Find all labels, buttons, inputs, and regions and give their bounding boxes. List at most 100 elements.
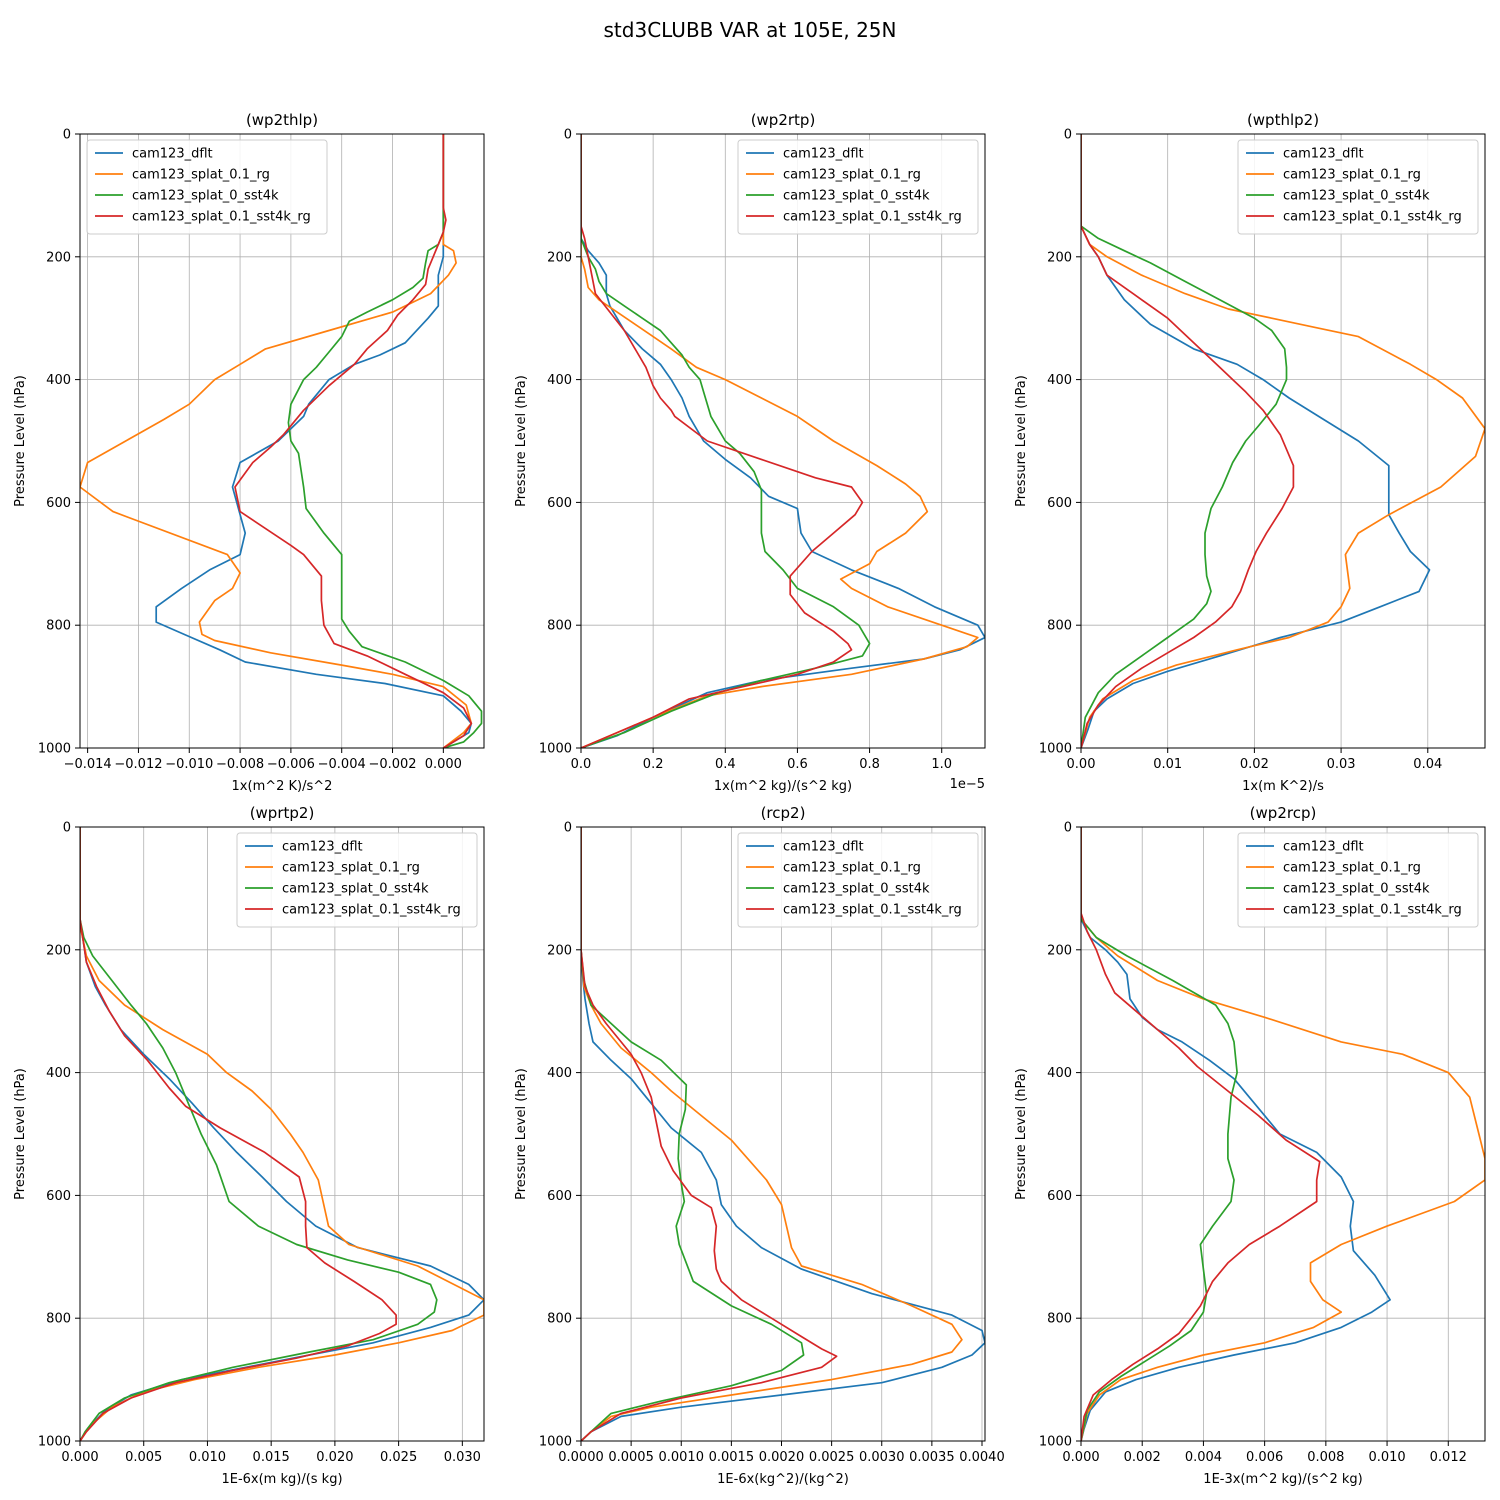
x-tick-label: 0.02 xyxy=(1240,757,1269,772)
chart-title: (wp2rcp) xyxy=(1250,804,1317,822)
legend-box xyxy=(737,832,979,928)
series-line-1 xyxy=(581,134,985,748)
legend: cam123_dflt cam123_splat_0.1_rg cam123_spl… xyxy=(737,832,979,928)
legend-entry-label: cam123_splat_0.1_rg xyxy=(1283,861,1421,876)
legend-entry-label: cam123_splat_0.1_rg xyxy=(282,861,420,876)
y-tick-label: 1000 xyxy=(38,1435,71,1450)
y-tick-label: 1000 xyxy=(1039,742,1072,757)
legend-entry-label: cam123_dflt xyxy=(1283,840,1364,855)
y-tick-label: 200 xyxy=(46,943,71,958)
x-tick-label: 0.0 xyxy=(571,757,592,772)
legend-entry-label: cam123_splat_0_sst4k xyxy=(132,189,279,204)
axes-frame xyxy=(79,826,485,1442)
y-tick-label: 0 xyxy=(564,128,572,143)
y-tick-label: 0 xyxy=(564,821,572,836)
series-line-3 xyxy=(1081,134,1288,748)
panels: −0.014 −0.012 −0.010 −0.008 −0.006 −0.004 −0.0… xyxy=(13,111,1486,1487)
chart-title: (wp2thlp) xyxy=(246,111,318,129)
y-tick-label: 600 xyxy=(547,496,572,511)
chart-panel-3: 0.00 0.01 0.02 0.03 0.04 0 200 400 600 800 1000 (wp… xyxy=(1014,111,1486,794)
series-line-2 xyxy=(80,134,473,748)
x-tick-label: 0.0025 xyxy=(809,1450,855,1465)
legend-entry-label: cam123_splat_0_sst4k xyxy=(1283,882,1430,897)
x-tick-label: −0.010 xyxy=(165,757,213,772)
y-axis-label: Pressure Level (hPa) xyxy=(514,375,529,507)
x-tick-label: −0.004 xyxy=(318,757,366,772)
y-tick-label: 800 xyxy=(46,619,71,634)
legend: cam123_dflt cam123_splat_0.1_rg cam123_spl… xyxy=(86,139,328,235)
x-tick-label: 0.002 xyxy=(1124,1450,1161,1465)
series-line-1 xyxy=(1081,827,1391,1441)
x-tick-label: 0.2 xyxy=(643,757,664,772)
y-tick-label: 600 xyxy=(1047,1189,1072,1204)
legend: cam123_dflt cam123_splat_0.1_rg cam123_spl… xyxy=(236,832,478,928)
legend-entry-label: cam123_dflt xyxy=(282,840,363,855)
x-tick-label: 0.025 xyxy=(380,1450,417,1465)
x-tick-label: 0.008 xyxy=(1307,1450,1344,1465)
series-line-2 xyxy=(80,827,484,1441)
chart-title: (wpthlp2) xyxy=(1247,111,1319,129)
y-tick-label: 200 xyxy=(1047,250,1072,265)
x-tick-label: 0.8 xyxy=(859,757,880,772)
legend-box xyxy=(1237,139,1479,235)
x-tick-label: 0.0010 xyxy=(658,1450,704,1465)
y-tick-label: 400 xyxy=(46,1066,71,1081)
y-tick-label: 600 xyxy=(1047,496,1072,511)
x-tick-label: 0.015 xyxy=(253,1450,290,1465)
x-tick-label: 0.006 xyxy=(1246,1450,1283,1465)
axes-frame xyxy=(1080,826,1486,1442)
series-line-4 xyxy=(581,827,838,1441)
y-tick-label: 400 xyxy=(547,1066,572,1081)
series-line-3 xyxy=(1081,827,1238,1441)
y-tick-label: 400 xyxy=(1047,373,1072,388)
y-tick-label: 600 xyxy=(46,496,71,511)
x-tick-label: −0.014 xyxy=(64,757,112,772)
x-tick-label: 0.04 xyxy=(1413,757,1442,772)
x-tick-label: −0.002 xyxy=(368,757,416,772)
x-axis-label: 1E-3x(m^2 kg)/(s^2 kg) xyxy=(1203,1472,1362,1487)
x-tick-label: 0.020 xyxy=(316,1450,353,1465)
series-line-3 xyxy=(80,827,438,1441)
x-tick-label: 0.0005 xyxy=(608,1450,654,1465)
legend-entry-label: cam123_splat_0_sst4k xyxy=(783,189,930,204)
legend-entry-label: cam123_splat_0.1_sst4k_rg xyxy=(783,210,962,225)
legend-box xyxy=(236,832,478,928)
y-tick-label: 800 xyxy=(1047,1312,1072,1327)
y-tick-label: 800 xyxy=(46,1312,71,1327)
legend-entry-label: cam123_splat_0_sst4k xyxy=(1283,189,1430,204)
series-line-1 xyxy=(581,827,985,1441)
axes-frame xyxy=(79,133,485,749)
x-tick-label: 1.0 xyxy=(931,757,952,772)
x-tick-label: −0.012 xyxy=(114,757,162,772)
x-tick-label: −0.006 xyxy=(267,757,315,772)
x-tick-label: 0.0020 xyxy=(759,1450,805,1465)
y-tick-label: 1000 xyxy=(1039,1435,1072,1450)
series-line-3 xyxy=(581,134,871,748)
legend: cam123_dflt cam123_splat_0.1_rg cam123_spl… xyxy=(737,139,979,235)
x-tick-label: 0.00 xyxy=(1067,757,1096,772)
y-tick-label: 0 xyxy=(63,128,71,143)
series-line-1 xyxy=(155,134,473,748)
legend-entry-label: cam123_splat_0.1_rg xyxy=(1283,168,1421,183)
axes-frame xyxy=(580,133,986,749)
y-tick-label: 800 xyxy=(547,1312,572,1327)
y-tick-label: 200 xyxy=(547,943,572,958)
legend-entry-label: cam123_dflt xyxy=(783,840,864,855)
legend-box xyxy=(1237,832,1479,928)
x-tick-label: 0.010 xyxy=(189,1450,226,1465)
x-axis-label: 1x(m^2 K)/s^2 xyxy=(232,779,333,794)
y-axis-label: Pressure Level (hPa) xyxy=(1014,375,1029,507)
legend-entry-label: cam123_dflt xyxy=(783,147,864,162)
chart-panel-6: 0.000 0.002 0.004 0.006 0.008 0.010 0.012 0 200 4… xyxy=(1014,804,1486,1487)
x-tick-label: 0.0030 xyxy=(859,1450,905,1465)
y-tick-label: 0 xyxy=(1064,128,1072,143)
axes-frame xyxy=(580,826,986,1442)
x-tick-label: 0.005 xyxy=(125,1450,162,1465)
legend-entry-label: cam123_splat_0_sst4k xyxy=(282,882,429,897)
x-tick-label: 0.03 xyxy=(1327,757,1356,772)
legend-box xyxy=(737,139,979,235)
legend-entry-label: cam123_splat_0.1_sst4k_rg xyxy=(132,210,311,225)
legend-entry-label: cam123_splat_0.1_sst4k_rg xyxy=(1283,210,1462,225)
